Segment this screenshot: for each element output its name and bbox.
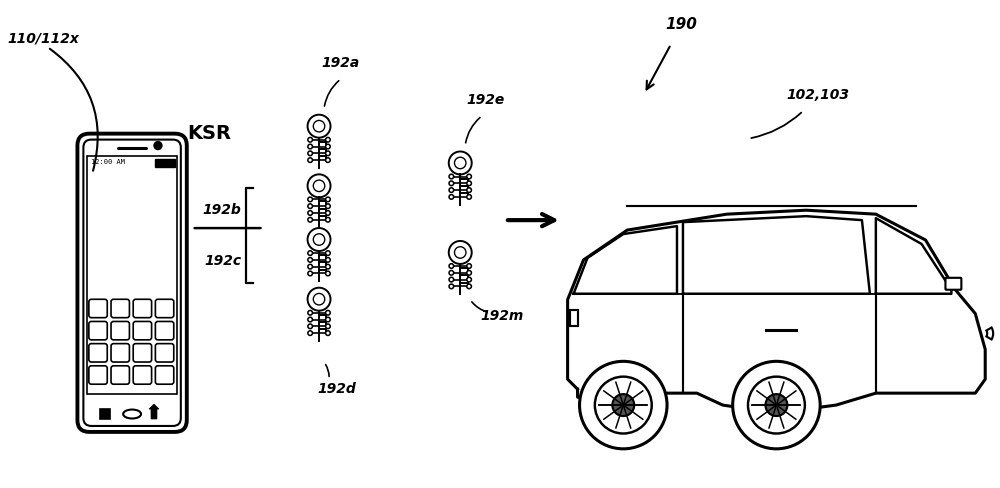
Circle shape bbox=[467, 284, 471, 289]
Circle shape bbox=[326, 271, 330, 276]
Circle shape bbox=[308, 197, 312, 202]
Wedge shape bbox=[986, 327, 993, 340]
Circle shape bbox=[326, 310, 330, 315]
Circle shape bbox=[326, 317, 330, 322]
Circle shape bbox=[308, 271, 312, 276]
Circle shape bbox=[580, 361, 667, 449]
Circle shape bbox=[467, 188, 471, 192]
Circle shape bbox=[449, 174, 454, 179]
FancyBboxPatch shape bbox=[89, 344, 107, 362]
Text: 192b: 192b bbox=[203, 203, 241, 217]
FancyBboxPatch shape bbox=[83, 140, 181, 426]
Text: 190: 190 bbox=[665, 17, 697, 32]
Circle shape bbox=[308, 158, 312, 163]
Circle shape bbox=[326, 218, 330, 222]
Circle shape bbox=[154, 142, 162, 149]
Circle shape bbox=[308, 151, 312, 156]
Ellipse shape bbox=[123, 409, 141, 419]
FancyBboxPatch shape bbox=[77, 134, 187, 432]
Text: 102,103: 102,103 bbox=[787, 88, 850, 102]
Text: 12:00 AM: 12:00 AM bbox=[91, 160, 125, 165]
Text: 192m: 192m bbox=[480, 308, 524, 323]
Circle shape bbox=[308, 310, 312, 315]
FancyBboxPatch shape bbox=[945, 278, 961, 290]
Circle shape bbox=[326, 151, 330, 156]
Text: KSR: KSR bbox=[187, 124, 231, 143]
FancyBboxPatch shape bbox=[133, 366, 152, 384]
Circle shape bbox=[748, 377, 805, 433]
Circle shape bbox=[326, 204, 330, 208]
FancyBboxPatch shape bbox=[155, 366, 174, 384]
Bar bbox=[87, 156, 177, 394]
Circle shape bbox=[308, 258, 312, 262]
Circle shape bbox=[308, 144, 312, 149]
FancyBboxPatch shape bbox=[133, 322, 152, 340]
Circle shape bbox=[308, 264, 312, 269]
FancyBboxPatch shape bbox=[89, 322, 107, 340]
FancyBboxPatch shape bbox=[111, 366, 129, 384]
FancyBboxPatch shape bbox=[155, 344, 174, 362]
Circle shape bbox=[449, 264, 454, 268]
Bar bbox=[100, 409, 110, 419]
Circle shape bbox=[733, 361, 820, 449]
Circle shape bbox=[449, 270, 454, 275]
Bar bbox=[155, 160, 175, 167]
Circle shape bbox=[765, 394, 787, 416]
Circle shape bbox=[326, 158, 330, 163]
Circle shape bbox=[326, 138, 330, 142]
Circle shape bbox=[449, 181, 454, 185]
Circle shape bbox=[612, 394, 634, 416]
Circle shape bbox=[308, 211, 312, 215]
Circle shape bbox=[449, 195, 454, 199]
Circle shape bbox=[326, 144, 330, 149]
Circle shape bbox=[326, 211, 330, 215]
FancyBboxPatch shape bbox=[111, 322, 129, 340]
Circle shape bbox=[467, 270, 471, 275]
FancyBboxPatch shape bbox=[111, 344, 129, 362]
Circle shape bbox=[326, 197, 330, 202]
FancyBboxPatch shape bbox=[155, 299, 174, 318]
FancyBboxPatch shape bbox=[89, 299, 107, 318]
Circle shape bbox=[449, 277, 454, 282]
Circle shape bbox=[467, 277, 471, 282]
Circle shape bbox=[308, 317, 312, 322]
Circle shape bbox=[308, 138, 312, 142]
FancyBboxPatch shape bbox=[89, 366, 107, 384]
Circle shape bbox=[308, 204, 312, 208]
Text: 110/112x: 110/112x bbox=[8, 31, 80, 45]
Circle shape bbox=[308, 251, 312, 255]
Circle shape bbox=[467, 174, 471, 179]
Text: 192c: 192c bbox=[204, 254, 241, 268]
FancyBboxPatch shape bbox=[155, 322, 174, 340]
Circle shape bbox=[467, 195, 471, 199]
FancyBboxPatch shape bbox=[133, 299, 152, 318]
Circle shape bbox=[326, 331, 330, 335]
Circle shape bbox=[326, 258, 330, 262]
FancyArrow shape bbox=[149, 404, 159, 419]
Circle shape bbox=[308, 218, 312, 222]
Circle shape bbox=[326, 251, 330, 255]
Circle shape bbox=[467, 181, 471, 185]
Text: 192a: 192a bbox=[322, 56, 360, 70]
Circle shape bbox=[449, 188, 454, 192]
Polygon shape bbox=[568, 210, 985, 413]
Text: 192d: 192d bbox=[318, 382, 356, 396]
FancyBboxPatch shape bbox=[111, 299, 129, 318]
Bar bbox=[570, 309, 578, 325]
Circle shape bbox=[308, 331, 312, 335]
Circle shape bbox=[326, 324, 330, 328]
Circle shape bbox=[467, 264, 471, 268]
Text: 192e: 192e bbox=[466, 93, 504, 107]
Circle shape bbox=[595, 377, 652, 433]
Circle shape bbox=[308, 324, 312, 328]
Circle shape bbox=[326, 264, 330, 269]
Circle shape bbox=[449, 284, 454, 289]
FancyBboxPatch shape bbox=[133, 344, 152, 362]
